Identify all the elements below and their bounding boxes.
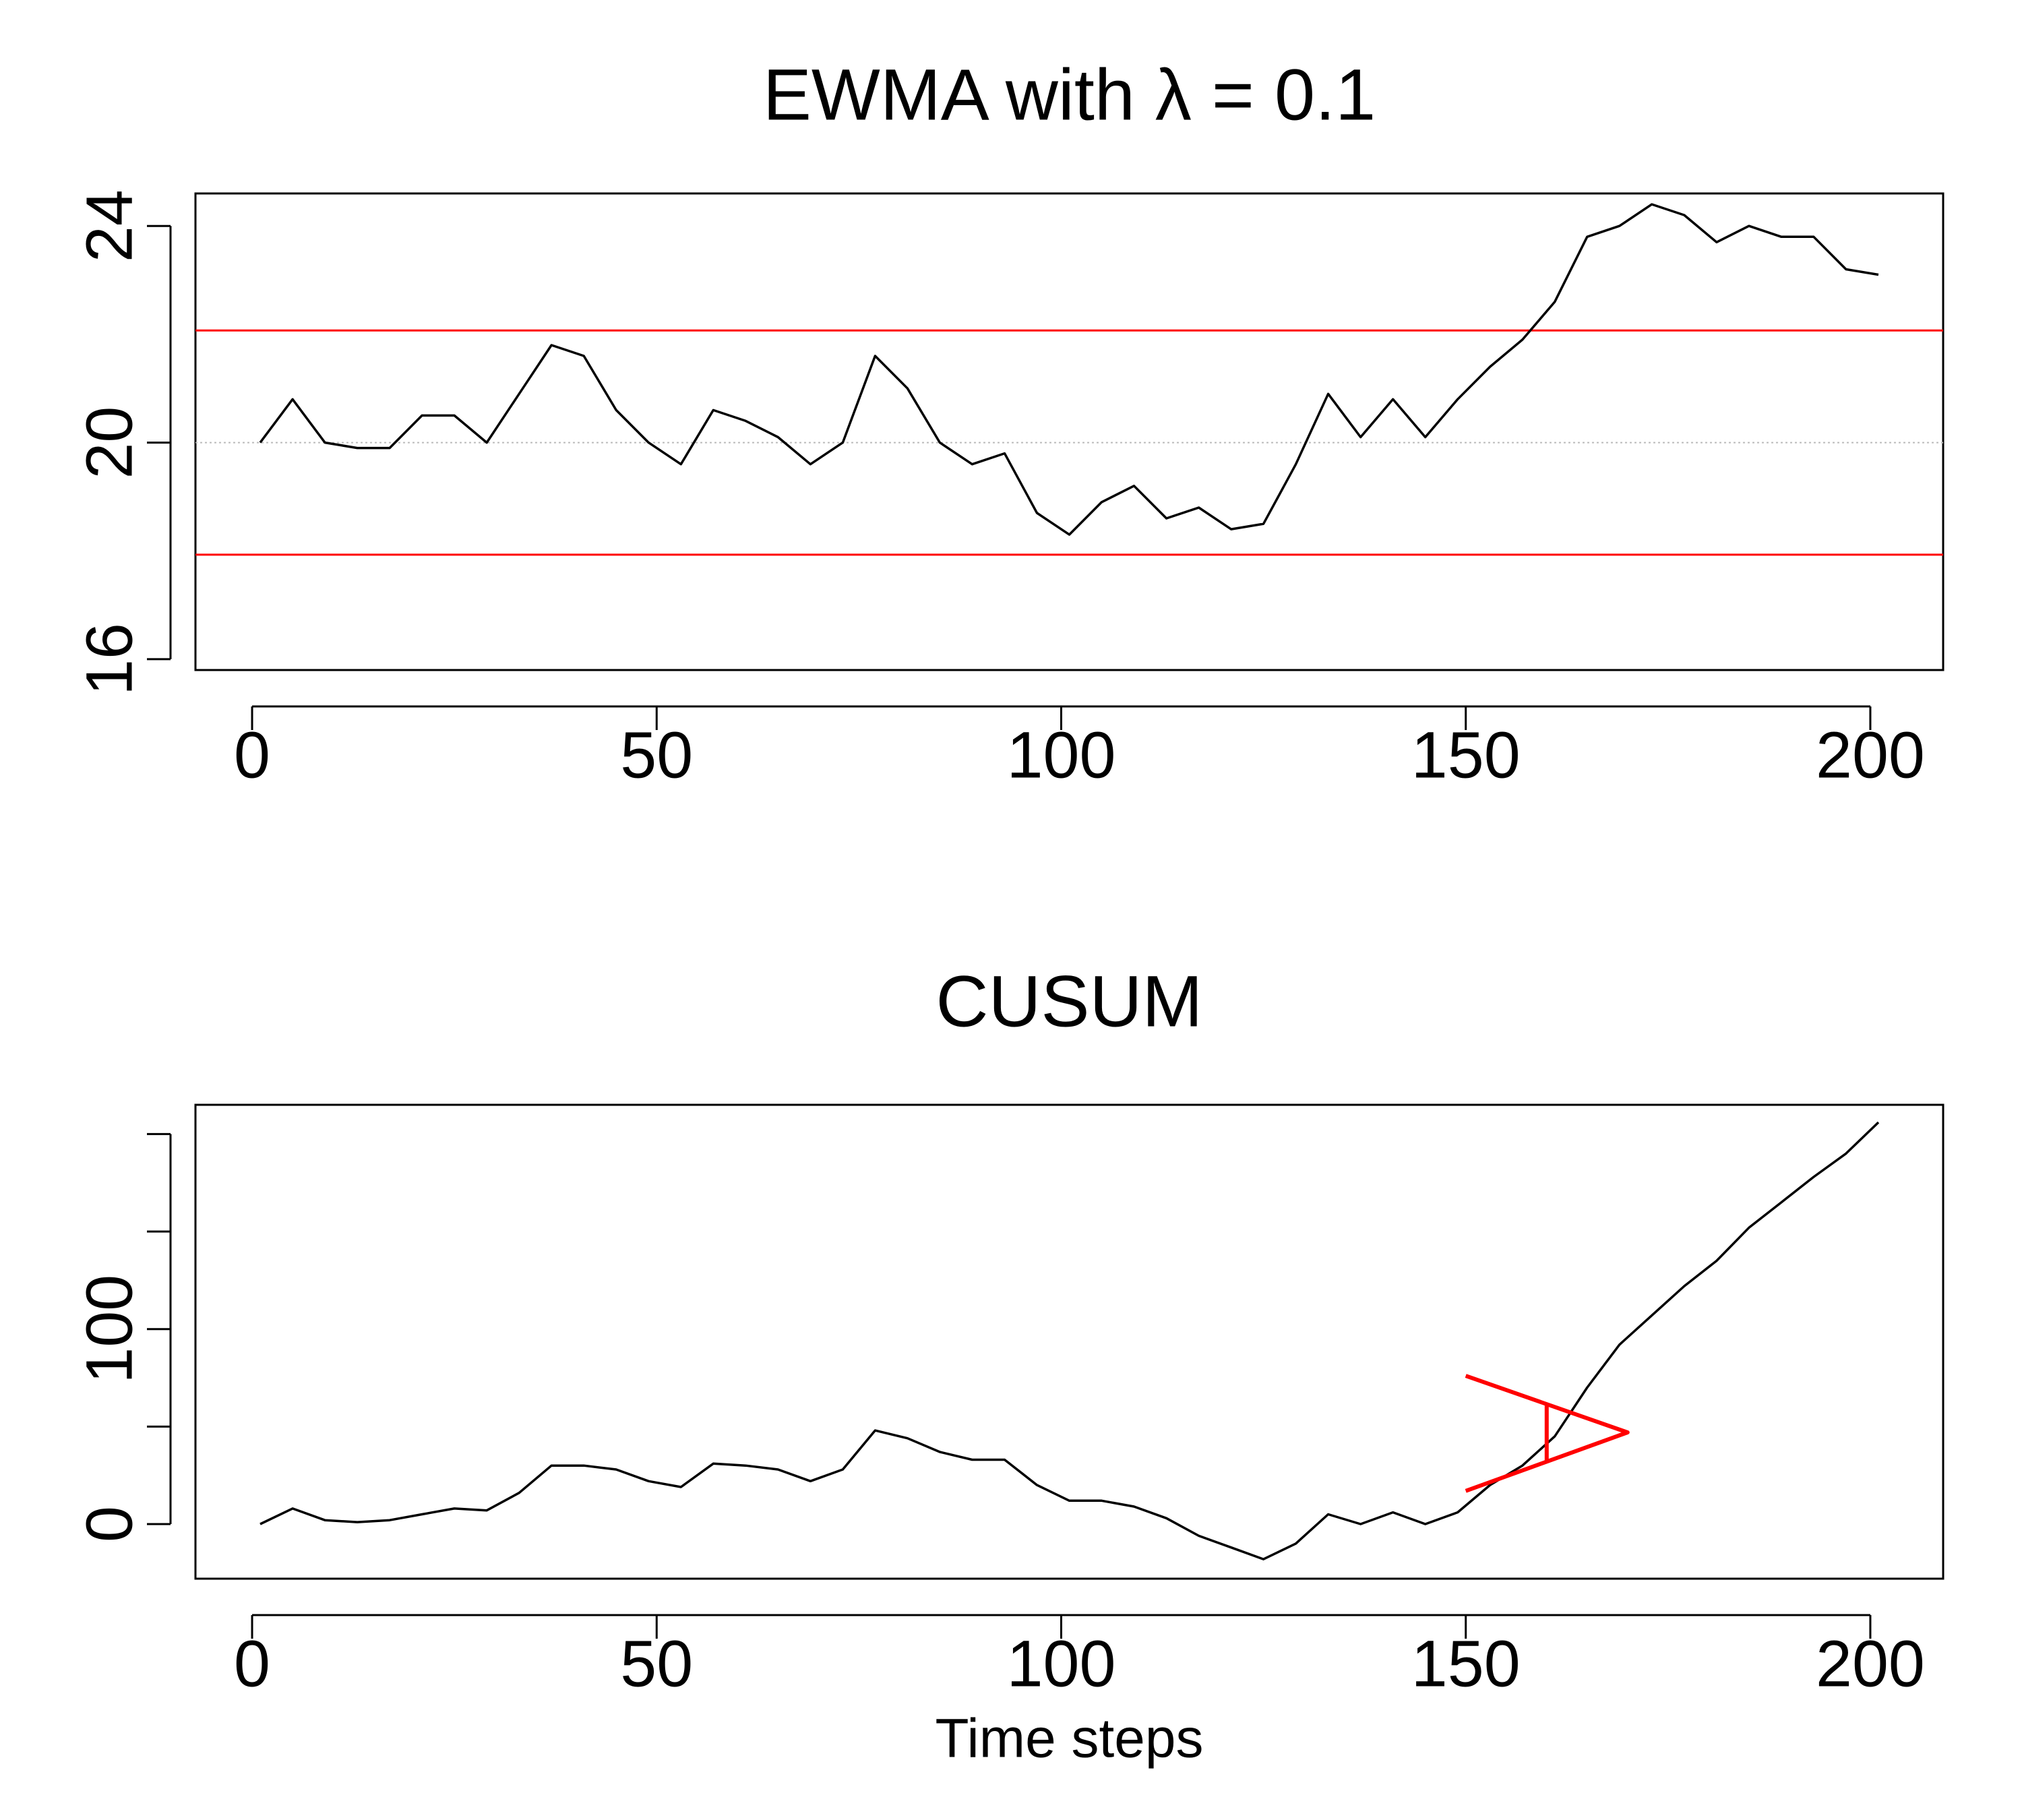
y-tick-label: 24 xyxy=(73,189,146,262)
data-line xyxy=(259,1121,1880,1560)
x-tick-label: 100 xyxy=(1007,719,1116,792)
x-tick-label: 50 xyxy=(620,719,693,792)
x-tick-label: 50 xyxy=(620,1627,693,1701)
y-tick-label: 20 xyxy=(73,406,146,479)
v-mask xyxy=(1465,1374,1630,1493)
y-tick-label: 100 xyxy=(73,1275,146,1384)
x-tick-label: 0 xyxy=(234,719,270,792)
plot-frame xyxy=(194,192,1944,671)
x-tick-label: 200 xyxy=(1816,719,1925,792)
chart-title: CUSUM xyxy=(936,961,1203,1042)
x-tick-label: 200 xyxy=(1816,1627,1925,1701)
plot-frame xyxy=(194,1103,1944,1580)
y-tick-label: 0 xyxy=(73,1506,146,1542)
x-tick-label: 150 xyxy=(1411,1627,1521,1701)
x-tick-label: 100 xyxy=(1007,1627,1116,1701)
x-axis-label: Time steps xyxy=(936,1708,1204,1769)
chart-title: EWMA with λ = 0.1 xyxy=(763,54,1376,135)
y-tick-label: 16 xyxy=(73,623,146,696)
x-tick-label: 0 xyxy=(234,1627,270,1701)
x-tick-label: 150 xyxy=(1411,719,1521,792)
data-line xyxy=(259,203,1879,536)
